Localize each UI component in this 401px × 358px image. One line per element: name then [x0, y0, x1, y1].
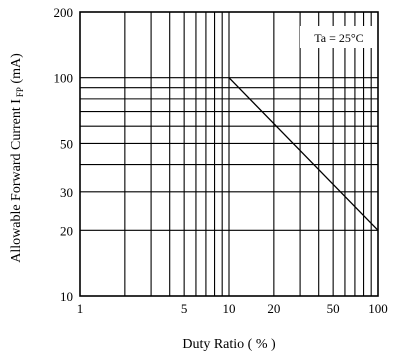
y-tick-label: 50	[60, 136, 73, 151]
y-tick-label: 100	[54, 71, 74, 86]
y-tick-label: 200	[54, 5, 74, 20]
x-tick-label: 5	[181, 301, 188, 316]
annotation-background	[300, 26, 376, 48]
x-tick-label: 1	[77, 301, 84, 316]
y-axis-label-main: Allowable Forward Current I	[9, 99, 24, 263]
x-axis-label: Duty Ratio ( % )	[182, 337, 276, 352]
y-axis-label-subscript: FP	[15, 87, 25, 97]
y-tick-labels: 10 20 30 50 100 200	[54, 5, 74, 304]
y-tick-label: 20	[60, 223, 73, 238]
x-tick-label: 100	[368, 301, 388, 316]
x-tick-labels: 1 5 10 20 50 100	[77, 301, 388, 316]
y-axis-label: Allowable Forward Current I FP (mA)	[9, 53, 25, 263]
x-tick-label: 50	[327, 301, 340, 316]
y-tick-label: 30	[60, 185, 73, 200]
y-tick-label: 10	[60, 289, 73, 304]
plot-frame	[79, 11, 379, 297]
y-axis-label-unit: (mA)	[9, 53, 24, 87]
series-layer	[228, 77, 379, 231]
series-line	[228, 77, 379, 231]
annotation-box: Ta = 25°C	[300, 26, 376, 48]
annotation-text: Ta = 25°C	[314, 31, 363, 45]
x-tick-label: 20	[267, 301, 280, 316]
grid-lines	[80, 12, 378, 296]
x-tick-label: 10	[223, 301, 236, 316]
